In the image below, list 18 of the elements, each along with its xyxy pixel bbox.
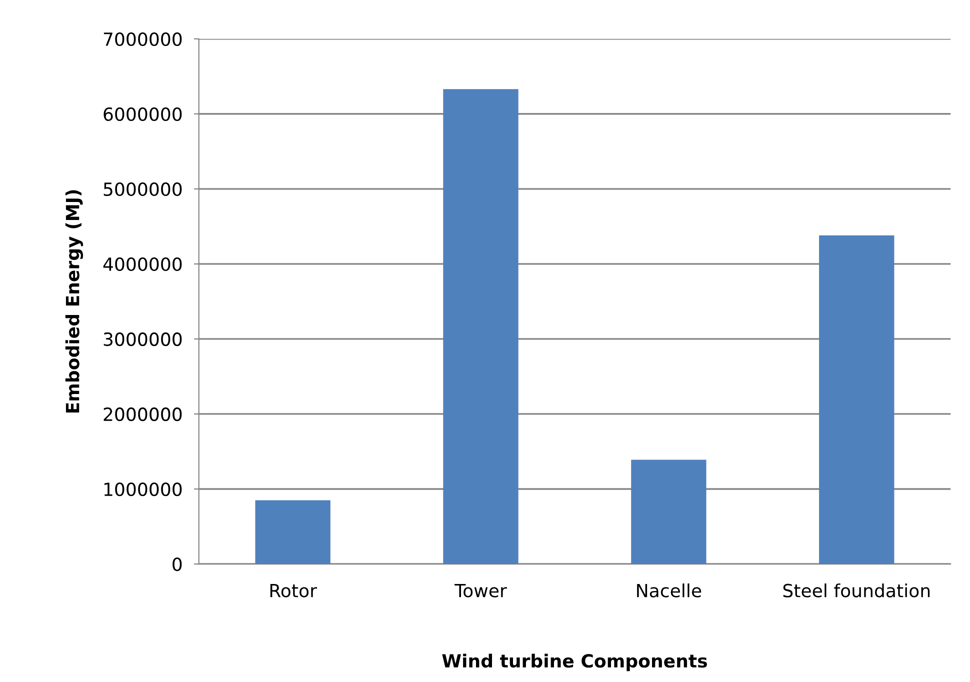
bar (443, 89, 518, 564)
y-tick-label: 1000000 (104, 482, 182, 496)
y-tick-label: 4000000 (103, 257, 182, 272)
x-tick-label: Nacelle (637, 583, 702, 598)
bar (819, 235, 894, 564)
y-tick-label: 0 (172, 557, 182, 572)
bar (255, 500, 330, 564)
bar (631, 460, 706, 564)
x-tick-label: Tower (454, 584, 507, 598)
x-tick-label: Steel foundation (783, 583, 930, 598)
y-tick-label: 3000000 (104, 332, 182, 346)
y-axis-title: Embodied Energy (MJ) (65, 190, 84, 413)
y-tick-label: 2000000 (104, 407, 182, 422)
y-tick-label: 7000000 (104, 32, 182, 46)
x-axis-title: Wind turbine Components (442, 654, 707, 672)
y-tick-label: 6000000 (104, 107, 182, 122)
y-tick-label: 5000000 (104, 182, 182, 196)
x-tick-label: Rotor (270, 584, 317, 598)
